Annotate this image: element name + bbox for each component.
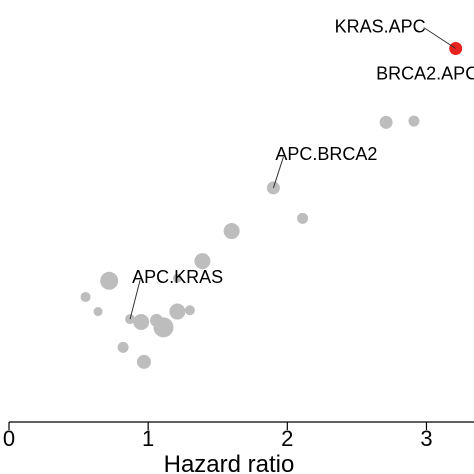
data-points [80, 41, 463, 369]
annotation-label: KRAS.APC [335, 16, 426, 36]
data-point [297, 212, 309, 224]
data-point [169, 303, 186, 320]
data-point [100, 271, 119, 290]
data-point [194, 253, 211, 270]
data-point [133, 313, 150, 330]
annotation-label: APC.KRAS [132, 267, 223, 287]
annotation-leader-line [129, 280, 141, 320]
x-tick-label: 0 [3, 426, 15, 451]
annotation-label: APC.BRCA2 [275, 144, 377, 164]
data-point [93, 307, 103, 317]
data-point [379, 115, 393, 129]
data-point [117, 341, 129, 353]
x-axis: 0 1 2 3 [3, 421, 474, 451]
data-point [80, 291, 91, 302]
data-point [223, 223, 240, 240]
x-tick-label: 3 [420, 426, 432, 451]
x-axis-title: Hazard ratio [164, 451, 295, 474]
data-point [408, 115, 420, 127]
x-tick-label: 1 [142, 426, 154, 451]
annotation-label: BRCA2.APC [376, 64, 474, 84]
data-point [153, 317, 174, 338]
data-point [172, 273, 182, 283]
annotation-leader-line [423, 27, 456, 49]
data-point [136, 354, 151, 369]
point-annotations: KRAS.APC BRCA2.APC APC.BRCA2 APC.KRAS [129, 16, 474, 320]
x-tick-label: 2 [281, 426, 293, 451]
data-point [184, 305, 195, 316]
annotation-leader-line [272, 156, 284, 189]
